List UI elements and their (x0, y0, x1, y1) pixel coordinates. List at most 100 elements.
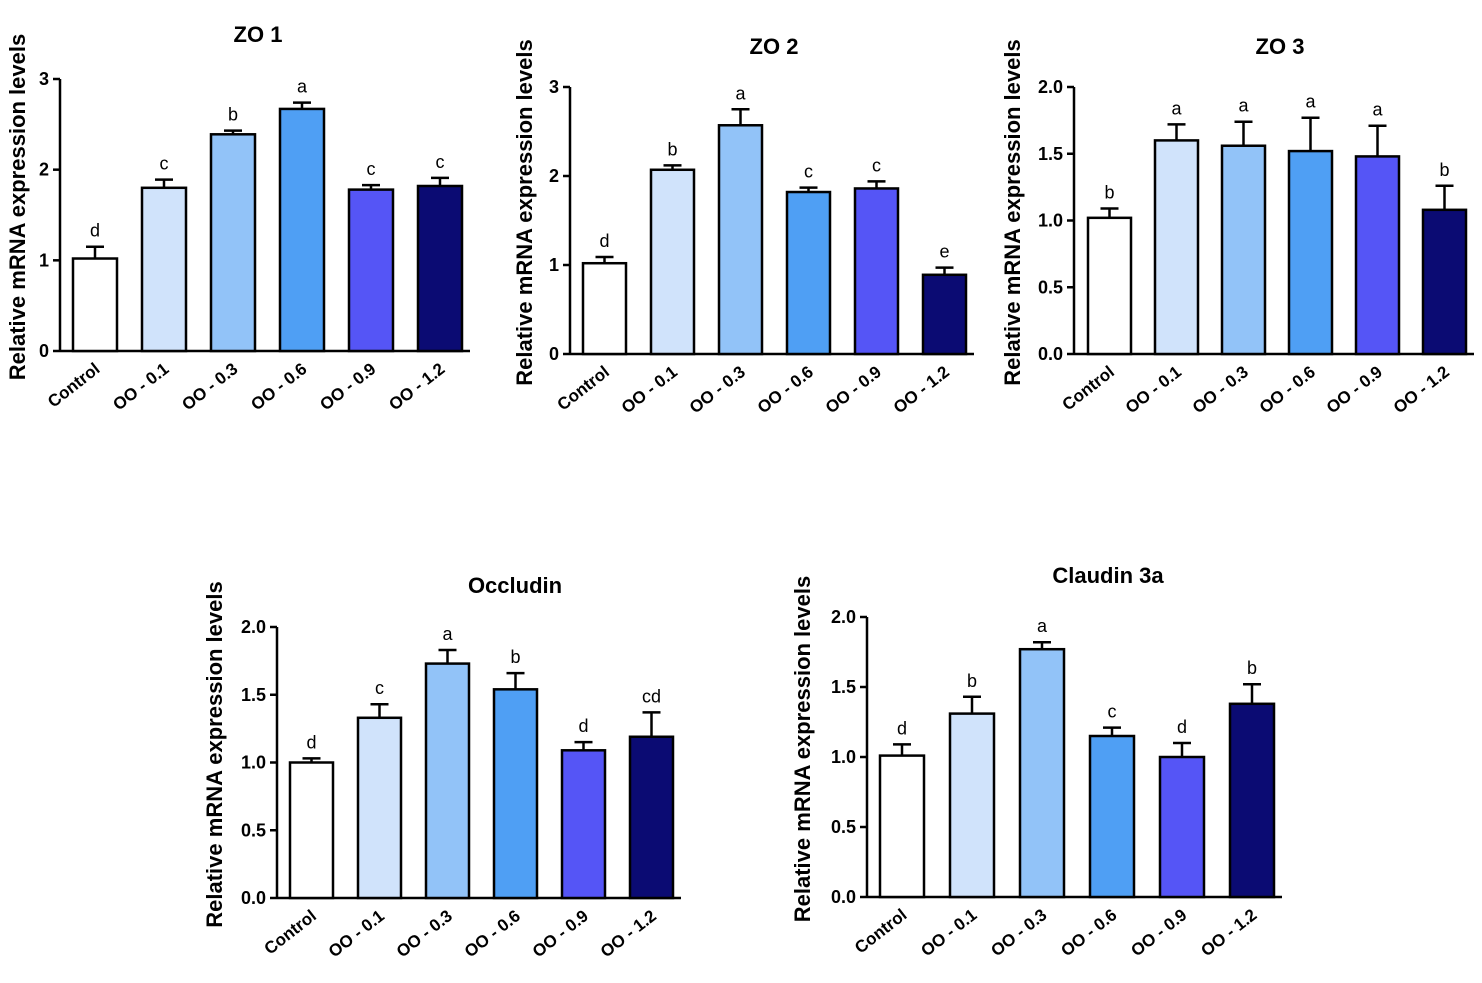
bar-oo-0-9 (1354, 155, 1401, 356)
y-tick-label: 0 (549, 344, 559, 364)
significance-letter: b (967, 671, 977, 691)
y-tick-label: 0.5 (1038, 277, 1063, 297)
y-tick-label: 2.0 (241, 617, 266, 637)
significance-letter: c (872, 155, 881, 175)
significance-letter: d (578, 716, 588, 736)
y-axis-label: Relative mRNA expression levels (512, 39, 537, 385)
x-tick-label: OO - 0.1 (618, 362, 681, 417)
significance-letter: c (367, 159, 376, 179)
bar-oo-0-3 (1018, 647, 1066, 899)
y-tick-label: 1 (549, 255, 559, 275)
significance-letter: d (599, 231, 609, 251)
bar-oo-0-9 (347, 188, 395, 353)
y-tick-label: 1 (39, 250, 49, 270)
significance-letter: d (1177, 717, 1187, 737)
y-tick-label: 3 (39, 69, 49, 89)
y-tick-label: 2 (549, 166, 559, 186)
chart-panel-5: Claudin 3a Relative mRNA expression level… (790, 563, 1282, 960)
bar-oo-0-3 (1220, 144, 1267, 356)
y-axis-label: Relative mRNA expression levels (5, 34, 30, 380)
bar-oo-0-9 (853, 187, 900, 356)
y-tick-label: 2 (39, 160, 49, 180)
x-tick-label: OO - 0.1 (325, 906, 388, 961)
bar-oo-1-2 (628, 735, 675, 900)
y-axis-label: Relative mRNA expression levels (790, 576, 815, 922)
x-tick-label: OO - 0.6 (247, 359, 310, 414)
bar-oo-0-1 (356, 716, 403, 900)
chart-title: Claudin 3a (1052, 563, 1164, 588)
bar-control (1086, 216, 1133, 356)
significance-letter: a (297, 77, 308, 97)
x-tick-label: Control (1059, 362, 1118, 414)
y-axis-label: Relative mRNA expression levels (202, 581, 227, 927)
y-axis-label: Relative mRNA expression levels (1000, 39, 1025, 385)
chart-title: Occludin (468, 573, 562, 598)
bar-control (288, 761, 335, 900)
y-tick-label: 1.5 (831, 677, 856, 697)
significance-letter: a (1372, 100, 1383, 120)
x-tick-label: OO - 0.3 (686, 362, 749, 417)
bar-control (878, 754, 926, 899)
y-tick-label: 0 (39, 341, 49, 361)
chart-title: ZO 1 (234, 22, 283, 47)
x-tick-label: OO - 1.2 (890, 362, 953, 417)
x-tick-label: OO - 0.9 (1127, 905, 1190, 960)
x-tick-label: OO - 0.6 (1256, 362, 1319, 417)
x-tick-label: OO - 0.1 (917, 905, 980, 960)
x-tick-label: OO - 0.9 (1323, 362, 1386, 417)
y-tick-label: 1.0 (831, 747, 856, 767)
x-tick-label: Control (261, 906, 320, 958)
bar-oo-1-2 (921, 273, 968, 356)
y-tick-label: 0.0 (241, 888, 266, 908)
bar-oo-0-3 (424, 662, 471, 900)
bar-control (581, 261, 628, 356)
significance-letter: b (1104, 182, 1114, 202)
bar-oo-0-3 (209, 133, 257, 353)
x-tick-label: OO - 0.3 (987, 905, 1050, 960)
y-tick-label: 1.0 (1038, 211, 1063, 231)
y-tick-label: 1.5 (241, 685, 266, 705)
chart-panel-4: Occludin Relative mRNA expression levels 0… (202, 573, 681, 961)
significance-letter: d (897, 718, 907, 738)
chart-title: ZO 2 (750, 34, 799, 59)
x-tick-label: OO - 0.6 (754, 362, 817, 417)
significance-letter: a (735, 83, 746, 103)
x-tick-label: OO - 0.6 (1057, 905, 1120, 960)
chart-panel-3: ZO 3 Relative mRNA expression levels 0.0 0.… (1000, 34, 1474, 417)
x-tick-label: OO - 0.6 (461, 906, 524, 961)
chart-panel-2: ZO 2 Relative mRNA expression levels 0 1 2 3 d… (512, 34, 974, 417)
significance-letter: a (1037, 616, 1048, 636)
bar-oo-0-6 (785, 190, 832, 356)
significance-letter: c (160, 154, 169, 174)
significance-letter: e (939, 242, 949, 262)
x-tick-label: Control (851, 905, 910, 957)
x-tick-label: OO - 0.9 (822, 362, 885, 417)
bar-oo-1-2 (416, 184, 464, 353)
x-tick-label: OO - 0.3 (1189, 362, 1252, 417)
significance-letter: b (228, 105, 238, 125)
y-tick-label: 0.0 (1038, 344, 1063, 364)
significance-letter: d (306, 732, 316, 752)
y-tick-label: 0.5 (831, 817, 856, 837)
bar-oo-1-2 (1421, 208, 1468, 356)
x-tick-label: OO - 0.1 (1122, 362, 1185, 417)
x-tick-label: Control (554, 362, 613, 414)
x-tick-label: OO - 0.3 (393, 906, 456, 961)
x-tick-label: OO - 0.1 (109, 359, 172, 414)
y-tick-label: 1.0 (241, 753, 266, 773)
bar-control (71, 257, 119, 353)
significance-letter: a (1238, 96, 1249, 116)
significance-letter: b (667, 139, 677, 159)
y-tick-label: 3 (549, 77, 559, 97)
x-tick-label: OO - 1.2 (597, 906, 660, 961)
significance-letter: a (1171, 98, 1182, 118)
bar-oo-0-9 (560, 749, 607, 900)
x-tick-label: OO - 0.9 (316, 359, 379, 414)
y-tick-label: 1.5 (1038, 144, 1063, 164)
significance-letter: d (90, 221, 100, 241)
y-tick-label: 0.0 (831, 887, 856, 907)
bar-oo-0-3 (717, 124, 764, 356)
x-tick-label: OO - 1.2 (1197, 905, 1260, 960)
y-tick-label: 0.5 (241, 820, 266, 840)
